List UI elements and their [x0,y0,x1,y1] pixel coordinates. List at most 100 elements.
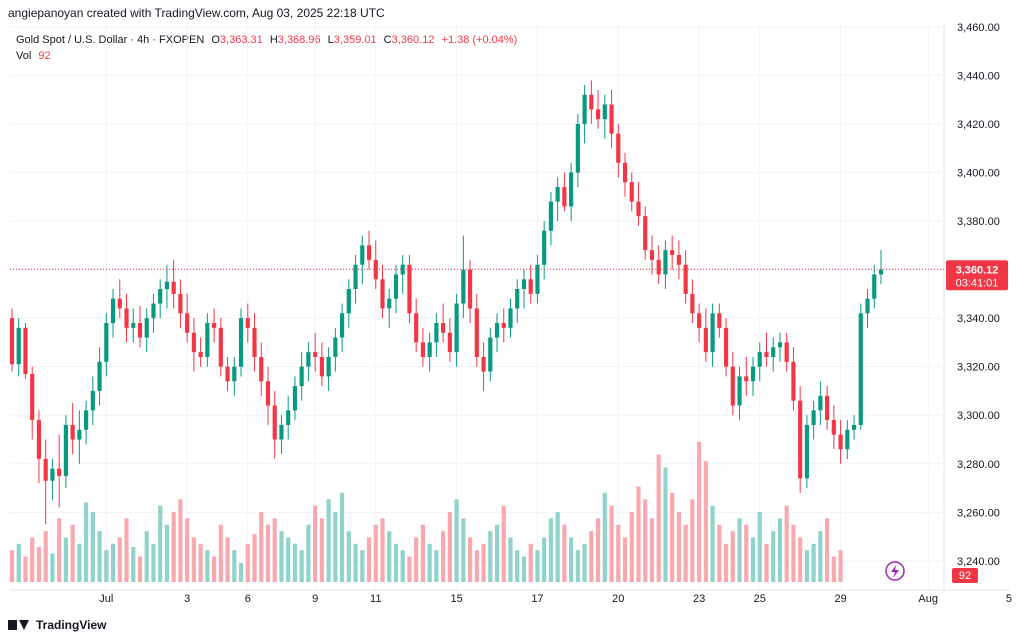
x-tick-label: 15 [450,593,462,605]
y-tick-label: 3,300.00 [957,410,1000,422]
lightning-bolt-icon [891,565,899,578]
candle-body [656,259,661,275]
candle-body [137,322,143,338]
candle-body [609,104,614,134]
candle-body [326,356,331,377]
volume-bar [791,524,796,582]
volume-bar [454,499,459,582]
volume-bar [360,550,365,582]
candle-body [265,381,271,406]
volume-bar [649,518,655,582]
volume-bar [286,537,291,582]
candle-body [636,201,641,217]
candle-body [232,366,237,382]
candle-body [791,361,796,401]
volume-bar [238,562,244,582]
candle-body [730,366,735,406]
candle-body [434,322,439,343]
candle-body [414,313,419,343]
candle-body [90,390,95,411]
volume-bar [407,556,412,582]
candle-body [84,410,89,430]
volume-bar [515,550,520,582]
candle-body [110,298,116,323]
volume-bar [43,531,48,582]
x-tick-label: 17 [531,593,543,605]
symbol-name[interactable]: Gold Spot / U.S. Dollar · 4h · FXOPEN [16,34,205,46]
volume-bar [387,531,392,582]
candle-body [144,318,149,338]
candle-body [831,420,836,435]
x-tick-label: 3 [184,593,190,605]
close-value: 3,360.12 [391,34,435,46]
volume-bar [548,518,554,582]
volume-bar [555,512,560,582]
volume-bar [589,531,594,582]
candle-body [595,109,601,120]
candle-body [737,376,742,406]
candle-body [481,356,486,372]
volume-bar [339,492,345,582]
candle-body [77,429,82,440]
candle-body [272,405,277,440]
candle-body [124,308,129,328]
volume-bar [690,499,695,582]
change-value: +1.38 (+0.04%) [441,34,518,46]
volume-bar [494,524,500,582]
candle-body [488,337,493,372]
volume-legend[interactable]: Vol 92 [16,50,51,62]
candle-body [319,356,324,377]
y-tick-label: 3,420.00 [957,119,1000,131]
volume-bar [521,556,527,582]
candle-body [508,308,513,328]
tradingview-footer[interactable]: TradingView [8,618,106,632]
volume-bar [158,505,163,582]
candle-body [629,182,634,202]
candle-body [23,327,28,374]
candle-body [9,318,15,365]
candle-body [259,356,264,382]
volume-bar [97,531,102,582]
volume-bar [737,518,742,582]
volume-bar [663,467,668,582]
candle-body [818,395,823,411]
volume-bar [400,550,405,582]
volume-bar [831,556,836,582]
volume-bar [279,531,284,582]
candle-body [50,468,55,481]
volume-bar [481,543,486,582]
volume-bar [306,524,311,582]
candle-body [858,313,863,425]
candle-body [622,162,628,183]
candle-body [339,313,345,338]
volume-bar [272,518,277,582]
candle-body [528,279,533,294]
candle-body [198,352,203,357]
candle-body [313,352,318,357]
candle-body [616,133,621,163]
volume-bar [447,512,452,582]
volume-bar [804,550,809,582]
candle-body [515,289,520,309]
candle-body [238,318,244,367]
y-tick-label: 3,460.00 [957,22,1000,34]
candle-body [387,298,392,309]
candle-body [649,250,655,260]
candle-body [151,303,156,319]
open-label: O [211,34,220,46]
volume-bar [676,512,681,582]
candle-body [697,313,702,328]
candle-body [400,264,405,275]
volume-bar [636,486,641,582]
candle-body [299,366,304,387]
symbol-legend[interactable]: Gold Spot / U.S. Dollar · 4h · FXOPEN O3… [16,34,517,46]
candle-body [57,468,62,476]
volume-bar [259,512,264,582]
candle-body [872,274,877,299]
candle-body [474,308,479,357]
volume-bar [9,550,15,582]
last-volume-tag [952,568,978,583]
high-value: 3,368.96 [277,34,321,46]
open-value: 3,363.31 [219,34,263,46]
